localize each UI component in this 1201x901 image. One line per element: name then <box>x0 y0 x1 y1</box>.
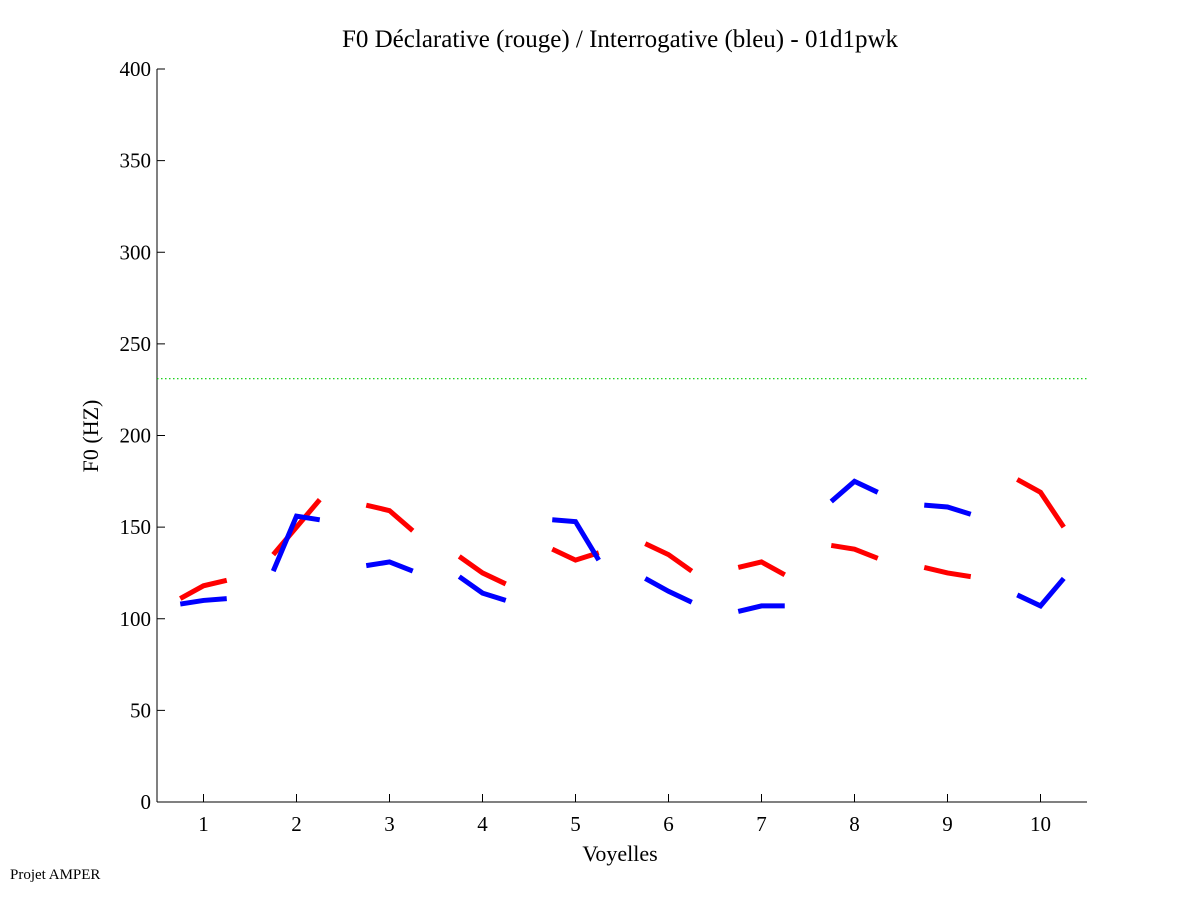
series-0-segment-6 <box>644 541 694 574</box>
series-0-segment-4 <box>457 554 507 587</box>
series-0-segment-10 <box>1016 477 1066 529</box>
x-tick-label: 9 <box>942 812 953 836</box>
x-tick-label: 6 <box>663 812 674 836</box>
x-tick-label: 8 <box>849 812 860 836</box>
x-tick-label: 4 <box>477 812 488 836</box>
y-tick-label: 50 <box>130 698 151 722</box>
y-axis-label: F0 (HZ) <box>78 400 103 473</box>
x-tick-label: 2 <box>291 812 302 836</box>
series-1-segment-4 <box>457 574 507 603</box>
series-1-segment-8 <box>829 478 879 504</box>
series-0-segment-8 <box>830 542 879 561</box>
x-axis-label: Voyelles <box>582 841 657 866</box>
y-tick-label: 350 <box>120 149 152 173</box>
series-0-segment-1 <box>179 577 228 601</box>
series-0-segment-3 <box>365 502 415 533</box>
y-tick-label: 100 <box>120 607 152 631</box>
series-0-segment-5 <box>551 546 600 563</box>
series-1-segment-2 <box>270 513 321 573</box>
series-1-segment-10 <box>1016 576 1066 610</box>
y-tick-label: 150 <box>120 515 152 539</box>
x-tick-label: 5 <box>570 812 581 836</box>
x-tick-label: 7 <box>756 812 767 836</box>
series-1-segment-5 <box>552 517 601 562</box>
series-1-segment-6 <box>644 576 693 605</box>
series-1-segment-3 <box>365 559 414 574</box>
y-tick-label: 400 <box>120 57 152 81</box>
x-tick-label: 1 <box>198 812 209 836</box>
y-tick-label: 250 <box>120 332 152 356</box>
x-tick-label: 10 <box>1030 812 1051 836</box>
series-0-segment-7 <box>737 559 786 577</box>
chart-title: F0 Déclarative (rouge) / Interrogative (… <box>342 26 899 53</box>
y-tick-label: 300 <box>120 240 152 264</box>
plot-area: 0 50 100 150 200 250 300 350 400 1 2 3 4 5 6 7 8 9 10 <box>120 57 1087 836</box>
series-1-segment-1 <box>179 596 227 607</box>
footer-label: Projet AMPER <box>10 867 100 883</box>
x-tick-label: 3 <box>384 812 395 836</box>
series-0-segment-2 <box>271 498 322 557</box>
series-0-segment-9 <box>923 565 972 580</box>
y-tick-label: 200 <box>120 424 152 448</box>
series-1-segment-9 <box>924 502 972 517</box>
y-tick-label: 0 <box>141 790 152 814</box>
series-1-segment-7 <box>737 603 785 614</box>
